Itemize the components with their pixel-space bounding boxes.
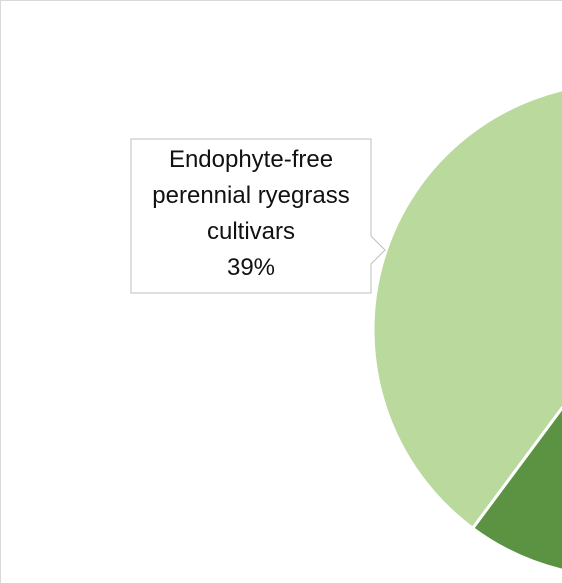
pie-slice: [470, 405, 562, 572]
pie-slice: [371, 88, 562, 531]
value-label: 39%: [226, 254, 276, 281]
callout-text: Endophyte-free perennial ryegrass cultiv…: [131, 142, 371, 286]
callout-box: [130, 138, 386, 294]
pie: [371, 88, 562, 572]
category-label: Endophyte-free perennial ryegrass cultiv…: [152, 146, 350, 245]
callout: Endophyte-free perennial ryegrass cultiv…: [131, 142, 371, 286]
